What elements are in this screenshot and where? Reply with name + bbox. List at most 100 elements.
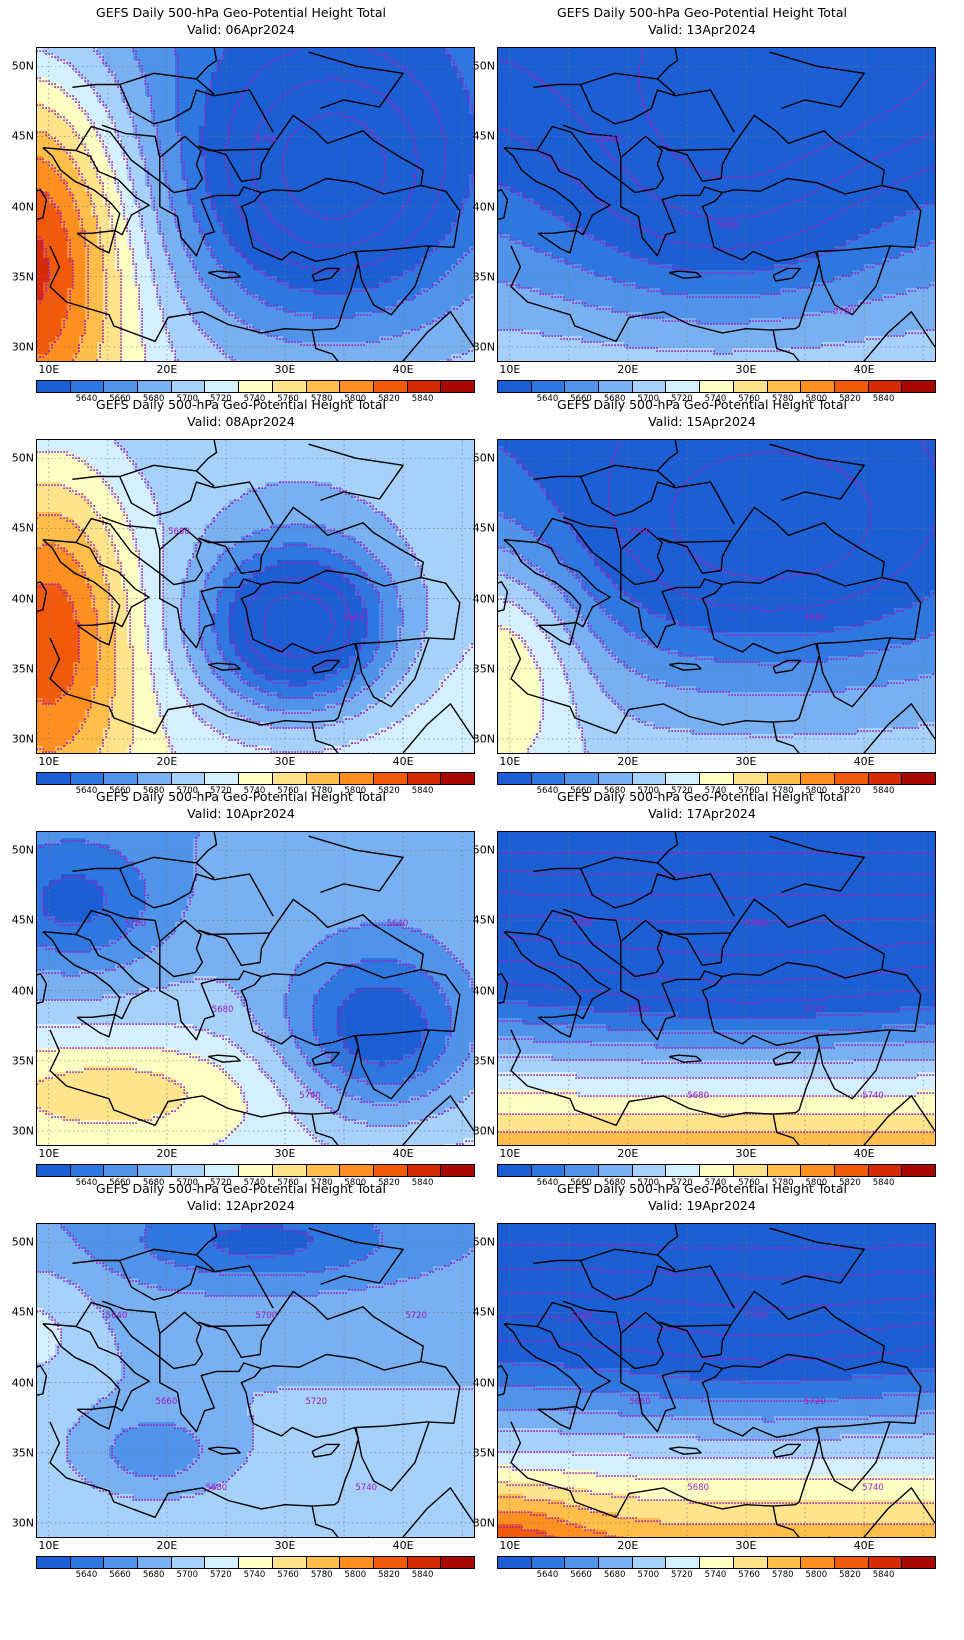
latitude-label: 50N bbox=[467, 844, 495, 857]
colorbar-swatch bbox=[340, 1557, 374, 1568]
contour-labels: 5740 bbox=[256, 135, 278, 145]
colorbar-label: 5740 bbox=[705, 394, 727, 404]
colorbar-swatch bbox=[565, 1557, 600, 1568]
lat-lon-grid bbox=[37, 48, 474, 361]
colorbar bbox=[36, 1164, 475, 1177]
height-field-map: 5640 5660 5680 5700 5720 5740 bbox=[497, 831, 936, 1146]
colorbar-label: 5780 bbox=[311, 1570, 333, 1580]
latitude-label: 45N bbox=[6, 522, 34, 535]
colorbar-label: 5840 bbox=[873, 1178, 895, 1188]
height-field-map: 5740 bbox=[36, 47, 475, 362]
colorbar-label: 5800 bbox=[806, 394, 828, 404]
colorbar-swatch bbox=[441, 381, 474, 392]
colorbar-label: 5640 bbox=[537, 394, 559, 404]
colorbar-swatch bbox=[70, 1557, 105, 1568]
colorbar-swatch bbox=[733, 381, 768, 392]
shaded-height-field bbox=[37, 48, 474, 361]
panel-title: GEFS Daily 500-hPa Geo-Potential Height … bbox=[461, 4, 943, 21]
panel-valid-date: Valid: 13Apr2024 bbox=[461, 21, 943, 38]
longitude-label: 30E bbox=[275, 1539, 296, 1552]
colorbar-swatch bbox=[70, 773, 105, 784]
colorbar-label: 5660 bbox=[570, 1178, 592, 1188]
colorbar-swatch bbox=[700, 1557, 734, 1568]
colorbar-label: 5800 bbox=[806, 1178, 828, 1188]
latitude-label: 45N bbox=[467, 1306, 495, 1319]
colorbar-label: 5840 bbox=[412, 394, 434, 404]
coastlines-borders bbox=[498, 832, 935, 1145]
colorbar-swatch bbox=[239, 381, 273, 392]
colorbar-swatch bbox=[767, 1165, 802, 1176]
colorbar-label: 5800 bbox=[806, 1570, 828, 1580]
colorbar-swatch bbox=[767, 1557, 802, 1568]
latitude-label: 30N bbox=[467, 732, 495, 745]
contour-label: 5740 bbox=[355, 1483, 377, 1493]
latitude-label: 30N bbox=[467, 1516, 495, 1529]
latitude-label: 45N bbox=[467, 914, 495, 927]
colorbar-label: 5780 bbox=[311, 1178, 333, 1188]
latitude-label: 40N bbox=[467, 592, 495, 605]
contour-label: 5740 bbox=[862, 1483, 884, 1493]
height-field-map: 5700 5680 5760 5640 bbox=[36, 831, 475, 1146]
longitude-label: 30E bbox=[275, 755, 296, 768]
lat-lon-grid bbox=[498, 832, 935, 1145]
colorbar-swatch bbox=[531, 1557, 566, 1568]
colorbar-label: 5680 bbox=[604, 1570, 626, 1580]
longitude-label: 10E bbox=[499, 363, 520, 376]
colorbar-label: 5820 bbox=[839, 394, 861, 404]
longitude-label: 10E bbox=[499, 1147, 520, 1160]
colorbar-swatch bbox=[632, 773, 667, 784]
contour-label: 5740 bbox=[862, 1091, 884, 1101]
colorbar-label: 5760 bbox=[738, 1570, 760, 1580]
latitude-label: 35N bbox=[6, 270, 34, 283]
longitude-label: 10E bbox=[38, 363, 59, 376]
colorbar-swatch bbox=[441, 1165, 474, 1176]
map-panel: GEFS Daily 500-hPa Geo-Potential Height … bbox=[461, 1176, 943, 1586]
height-field-map: 5640 5680 bbox=[497, 439, 936, 754]
colorbar-label: 5760 bbox=[277, 1178, 299, 1188]
colorbar-label: 5640 bbox=[76, 1570, 98, 1580]
longitude-label: 40E bbox=[854, 755, 875, 768]
colorbar-swatch bbox=[205, 773, 240, 784]
panel-title: GEFS Daily 500-hPa Geo-Potential Height … bbox=[461, 396, 943, 413]
colorbar-label: 5820 bbox=[839, 1570, 861, 1580]
panel-title: GEFS Daily 500-hPa Geo-Potential Height … bbox=[0, 396, 482, 413]
colorbar-swatch bbox=[138, 381, 172, 392]
colorbar-swatch bbox=[171, 381, 206, 392]
colorbar-swatch bbox=[171, 1165, 206, 1176]
height-field-map: 5640 5660 5680 5700 5720 5740 5720 bbox=[36, 1223, 475, 1538]
contour-label: 5640 bbox=[629, 527, 651, 537]
colorbar-swatch bbox=[205, 381, 240, 392]
colorbar-swatch bbox=[70, 1165, 105, 1176]
map-panel: GEFS Daily 500-hPa Geo-Potential Height … bbox=[0, 784, 482, 1194]
panel-valid-date: Valid: 19Apr2024 bbox=[461, 1197, 943, 1214]
colorbar-swatch bbox=[902, 1165, 935, 1176]
colorbar-label: 5700 bbox=[637, 1178, 659, 1188]
height-field-svg: 5740 bbox=[37, 48, 474, 361]
colorbar-label: 5720 bbox=[671, 1570, 693, 1580]
latitude-label: 50N bbox=[6, 844, 34, 857]
colorbar-swatch bbox=[565, 381, 600, 392]
contour-label: 5700 bbox=[746, 1311, 768, 1321]
colorbar-label: 5740 bbox=[705, 1178, 727, 1188]
colorbar-swatch bbox=[407, 381, 442, 392]
colorbar-label: 5740 bbox=[244, 1570, 266, 1580]
contour-labels: 5680 5660 bbox=[168, 527, 364, 623]
contour-lines bbox=[37, 1224, 473, 1501]
contour-label: 5680 bbox=[687, 1483, 709, 1493]
contour-label: 5720 bbox=[305, 1397, 327, 1407]
colorbar-label: 5660 bbox=[109, 1178, 131, 1188]
panel-title: GEFS Daily 500-hPa Geo-Potential Height … bbox=[461, 788, 943, 805]
colorbar-label: 5800 bbox=[806, 786, 828, 796]
lat-lon-grid bbox=[498, 440, 935, 753]
colorbar-swatch bbox=[306, 1557, 341, 1568]
latitude-label: 50N bbox=[467, 452, 495, 465]
colorbar-label: 5660 bbox=[109, 394, 131, 404]
colorbar-label: 5720 bbox=[210, 786, 232, 796]
longitude-label: 20E bbox=[617, 1147, 638, 1160]
colorbar-swatch bbox=[104, 773, 139, 784]
lat-lon-grid bbox=[37, 1224, 474, 1537]
colorbar bbox=[36, 380, 475, 393]
colorbar-swatch bbox=[498, 1557, 532, 1568]
colorbar-swatch bbox=[666, 773, 701, 784]
colorbar-label: 5800 bbox=[345, 394, 367, 404]
